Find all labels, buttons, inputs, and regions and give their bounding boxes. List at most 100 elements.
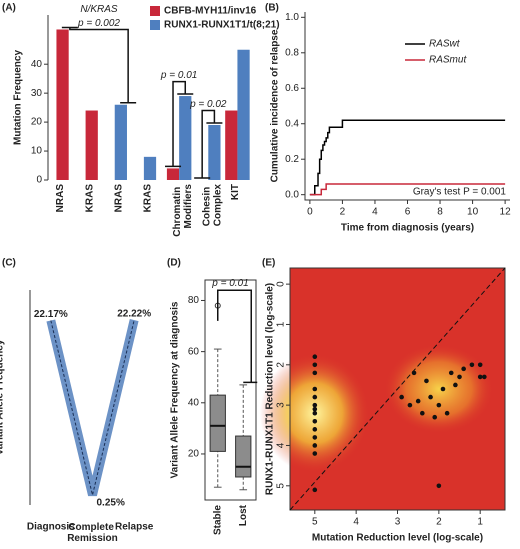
y-axis-title: Variant Allele Frequency at diagnosis xyxy=(170,301,181,478)
point xyxy=(399,394,404,400)
panel-label: (A) xyxy=(2,3,16,14)
point xyxy=(407,402,413,408)
panel-label: (D) xyxy=(167,258,181,269)
y-axis-title: Variant Allele Frequency xyxy=(0,339,6,455)
point xyxy=(312,427,318,432)
point xyxy=(312,402,318,408)
x-tick-label: 4 xyxy=(372,207,378,218)
point xyxy=(461,366,466,372)
point xyxy=(477,374,483,380)
point xyxy=(415,398,421,404)
value-label: 22.17% xyxy=(34,309,68,320)
x-tick-label: 12 xyxy=(500,207,512,218)
bar xyxy=(85,110,98,180)
point xyxy=(448,370,454,376)
y-tick-label: 80 xyxy=(188,295,200,306)
y-tick-label: 0.2 xyxy=(285,154,299,165)
panel-label: (C) xyxy=(2,258,16,269)
point xyxy=(444,410,450,416)
panel-label: (B) xyxy=(265,3,279,14)
y-tick-label: 1 xyxy=(276,321,287,327)
bar xyxy=(208,125,221,180)
line xyxy=(50,319,135,496)
point xyxy=(312,443,318,448)
x-tick-label: 8 xyxy=(437,207,443,218)
bar xyxy=(237,49,250,180)
point xyxy=(440,386,446,392)
y-tick-label: 40 xyxy=(188,397,200,408)
point xyxy=(312,487,318,493)
x-tick-label: KRAS xyxy=(84,184,95,213)
bar xyxy=(114,104,127,180)
y-axis-title: RUNX1-RUNX1T1 Reduction level (log-scale… xyxy=(265,283,276,495)
legend-label: CBFB-MYH11/inv16 xyxy=(164,6,257,17)
point xyxy=(312,410,318,416)
plot-frame xyxy=(289,267,506,511)
point xyxy=(411,370,417,376)
point xyxy=(312,435,318,440)
point xyxy=(432,414,438,420)
x-tick-label: 4 xyxy=(353,517,359,528)
point xyxy=(477,362,483,368)
x-tick-label: 0 xyxy=(307,207,313,218)
point xyxy=(436,402,442,408)
y-tick-label: 4 xyxy=(276,442,287,448)
legend-swatch xyxy=(150,6,160,16)
legend-swatch xyxy=(150,20,160,30)
y-tick-label: 2 xyxy=(276,362,287,368)
point xyxy=(312,418,318,424)
point xyxy=(453,382,458,388)
x-tick-label: 5 xyxy=(312,517,318,528)
y-tick-label: 0.4 xyxy=(285,118,299,129)
y-tick-label: 3 xyxy=(276,402,287,408)
diagonal xyxy=(289,267,506,511)
significance-bracket xyxy=(217,289,258,384)
point xyxy=(312,370,318,376)
y-axis-title: Mutation Frequency xyxy=(13,50,24,145)
y-tick-label: 0 xyxy=(276,281,287,287)
point xyxy=(482,374,487,380)
heatmap-hotspot xyxy=(383,344,494,434)
x-axis-title: Time from diagnosis (years) xyxy=(341,223,474,234)
point xyxy=(428,394,433,400)
axes xyxy=(304,12,510,201)
bar xyxy=(166,168,180,180)
point xyxy=(457,374,462,380)
point xyxy=(312,362,318,368)
x-tick-label: NRAS xyxy=(113,184,124,213)
annotation: p = 0.01 xyxy=(160,70,197,81)
bar xyxy=(225,110,238,180)
y-tick-label: 0.0 xyxy=(285,189,299,200)
x-tick-label: 6 xyxy=(405,207,411,218)
point xyxy=(424,378,429,384)
bar xyxy=(179,96,192,180)
annotation: p = 0.002 xyxy=(77,18,120,29)
legend-label: RASmut xyxy=(429,55,467,66)
x-tick-label: 10 xyxy=(467,207,479,218)
x-tick-label: Complete Remission xyxy=(67,522,118,544)
x-tick-label: Lost xyxy=(238,504,249,526)
point xyxy=(312,394,318,400)
y-tick-label: 0.6 xyxy=(285,83,299,94)
point xyxy=(312,354,318,360)
value-label: 0.25% xyxy=(97,498,125,509)
annotation: N/KRAS xyxy=(80,4,118,15)
x-tick-label: Relapse xyxy=(115,522,154,533)
y-tick-label: 5 xyxy=(276,483,287,489)
y-tick-label: 30 xyxy=(31,88,43,99)
annotation: p = 0.01 xyxy=(211,278,248,289)
plot-frame xyxy=(204,279,257,501)
box xyxy=(235,435,252,478)
panel-label: (E) xyxy=(262,258,275,269)
point xyxy=(312,386,318,392)
x-tick-label: 3 xyxy=(395,517,401,528)
point xyxy=(312,406,318,412)
y-axis-title: Cumulative incidence of relapse xyxy=(270,29,281,182)
y-tick-label: 0 xyxy=(36,175,42,186)
line xyxy=(309,183,506,196)
y-tick-label: 20 xyxy=(31,117,43,128)
point xyxy=(312,451,318,456)
point xyxy=(469,362,475,368)
y-tick-label: 60 xyxy=(188,346,200,357)
